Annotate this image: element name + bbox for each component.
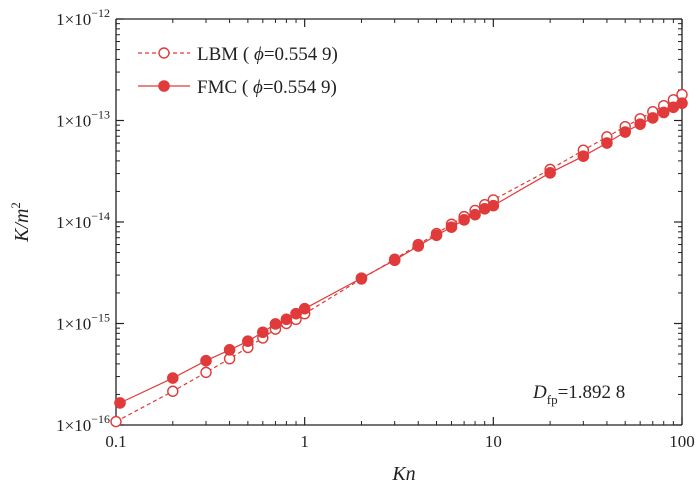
- y-tick-label: 1×10−14: [56, 209, 110, 232]
- legend-fmc-symbol: ϕ: [253, 77, 263, 98]
- fmc-point: [676, 97, 688, 110]
- fmc-point: [223, 344, 236, 356]
- lbm-point: [200, 366, 212, 379]
- y-tick-exponent: −15: [91, 311, 110, 325]
- y-tick-base: 1×10: [56, 416, 91, 435]
- y-tick-exponent: −16: [91, 412, 110, 426]
- fmc-point: [290, 307, 302, 320]
- legend-fmc-marker: [158, 80, 170, 92]
- legend-lbm-suffix: =0.554 9): [264, 44, 338, 65]
- lbm-line: [115, 94, 683, 423]
- legend: LBM ( ϕ=0.554 9) FMC ( ϕ=0.554 9): [138, 44, 338, 98]
- y-tick-label: 1×10−13: [56, 108, 110, 131]
- legend-fmc-label: FMC ( ϕ=0.554 9): [197, 77, 337, 98]
- legend-fmc-suffix: =0.554 9): [263, 77, 337, 98]
- y-tick-base: 1×10: [56, 213, 91, 232]
- x-tick-label: 1: [300, 432, 309, 451]
- fmc-point: [257, 326, 269, 339]
- fmc-point: [388, 254, 401, 267]
- legend-lbm-marker: [158, 47, 170, 59]
- annotation-sub: fp: [547, 392, 558, 407]
- fmc-point: [469, 208, 481, 221]
- fmc-point: [601, 137, 613, 149]
- legend-lbm-label: LBM ( ϕ=0.554 9): [197, 44, 338, 65]
- y-tick-label: 1×10−12: [56, 6, 110, 29]
- fmc-point: [619, 126, 632, 138]
- fmc-point: [280, 313, 293, 326]
- y-axis-title: K/m2: [8, 202, 33, 243]
- y-tick-label: 1×10−16: [56, 412, 110, 435]
- fmc-point: [487, 199, 500, 212]
- fmc-point: [200, 354, 212, 367]
- fmc-point: [355, 272, 368, 284]
- fmc-point: [577, 150, 590, 162]
- fmc-point: [657, 106, 670, 119]
- series-layer: [110, 88, 688, 428]
- legend-item-lbm: LBM ( ϕ=0.554 9): [138, 44, 338, 65]
- fmc-point: [242, 335, 254, 347]
- fmc-point: [298, 302, 311, 315]
- fmc-point: [646, 112, 659, 124]
- fmc-line: [119, 102, 683, 404]
- legend-fmc-prefix: FMC (: [197, 77, 253, 98]
- x-tick-label: 100: [669, 432, 695, 451]
- fmc-point: [544, 167, 556, 179]
- y-axis-title-main: K/m: [11, 209, 33, 243]
- fmc-point: [166, 372, 179, 384]
- annotation-main: D: [532, 382, 547, 403]
- legend-lbm-prefix: LBM (: [197, 44, 254, 65]
- y-axis-title-sup: 2: [8, 202, 23, 209]
- y-tick-exponent: −12: [91, 6, 110, 20]
- x-tick-label: 0.1: [105, 432, 126, 451]
- legend-item-fmc: FMC ( ϕ=0.554 9): [138, 77, 337, 98]
- fmc-point: [412, 240, 425, 252]
- fmc-point: [445, 221, 458, 233]
- fmc-point: [634, 118, 646, 130]
- y-tick-base: 1×10: [56, 112, 91, 131]
- x-axis-title: Kn: [391, 463, 415, 485]
- y-tick-exponent: −13: [91, 108, 110, 122]
- annotation-value: =1.892 8: [558, 382, 626, 403]
- plot-frame: [115, 18, 683, 426]
- lbm-point: [167, 385, 179, 397]
- fmc-point: [458, 214, 470, 226]
- fmc-point: [269, 318, 282, 330]
- ticks: 0.1 1 10 1001×10−161×10−151×10−141×10−131×1…: [56, 6, 695, 451]
- x-tick-label: 10: [485, 432, 502, 451]
- fmc-point: [430, 229, 443, 242]
- y-tick-base: 1×10: [56, 10, 91, 29]
- y-tick-exponent: −14: [91, 209, 110, 223]
- legend-lbm-symbol: ϕ: [254, 44, 264, 65]
- fractal-dimension-annotation: Dfp=1.892 8: [532, 382, 625, 407]
- y-tick-base: 1×10: [56, 315, 91, 334]
- lbm-point: [110, 415, 122, 428]
- y-tick-label: 1×10−15: [56, 311, 110, 334]
- series-fmc: [114, 97, 688, 409]
- fmc-point: [114, 397, 126, 409]
